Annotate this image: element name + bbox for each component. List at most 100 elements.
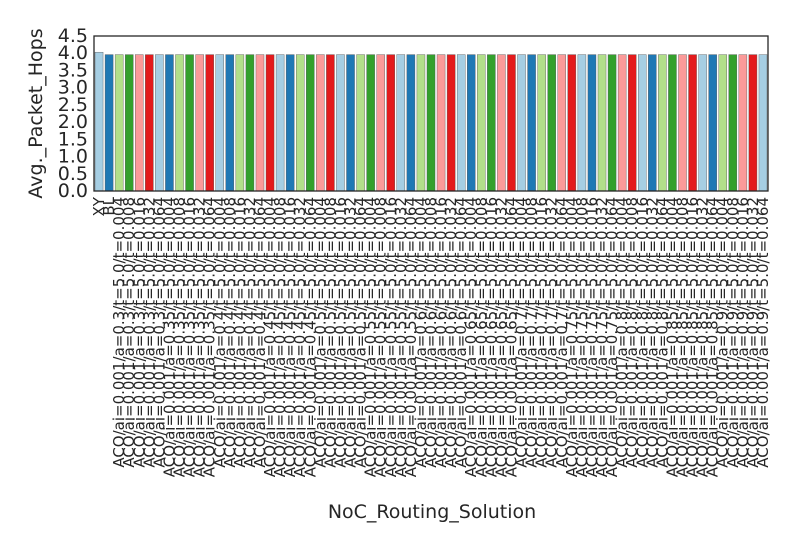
x-tick-label: ACO/ai=0.001/a=0.65/t=5.0/t=0.032 bbox=[492, 197, 510, 477]
bar bbox=[527, 54, 536, 192]
bar bbox=[346, 54, 355, 192]
x-tick-label: ACO/ai=0.001/a=0.8/t=5.0/t=0.004 bbox=[613, 197, 631, 468]
bar bbox=[557, 54, 567, 192]
x-tick-label: ACO/ai=0.001/a=0.35/t=5.0/t=0.032 bbox=[191, 197, 209, 477]
x-tick-label: ACO/ai=0.001/a=0.6/t=5.0/t=0.064 bbox=[452, 197, 470, 468]
y-axis-ticks: 0.00.51.01.52.02.53.03.54.04.5 bbox=[58, 25, 88, 202]
x-tick-label: ACO/ai=0.001/a=0.3/t=5.0/t=0.064 bbox=[150, 197, 168, 468]
bar bbox=[215, 54, 224, 192]
bar bbox=[336, 54, 345, 192]
x-tick-label: ACO/ai=0.001/a=0.7/t=5.0/t=0.032 bbox=[543, 197, 561, 468]
y-tick-label: 2.5 bbox=[58, 94, 88, 116]
bar bbox=[225, 54, 235, 192]
x-tick-label: ACO/ai=0.001/a=0.85/t=5.0/t=0.016 bbox=[684, 197, 702, 477]
bar bbox=[678, 54, 687, 192]
x-tick-label: ACO/ai=0.001/a=0.35/t=5.0/t=0.008 bbox=[171, 197, 189, 477]
x-tick-label: ACO/ai=0.001/a=0.6/t=5.0/t=0.032 bbox=[442, 197, 460, 468]
x-tick-label: ACO/ai=0.001/a=0.85/t=5.0/t=0.008 bbox=[673, 197, 691, 477]
x-tick-label: ACO/ai=0.001/a=0.7/t=5.0/t=0.008 bbox=[523, 197, 541, 468]
x-tick-label: ACO/ai=0.001/a=0.9/t=5.0/t=0.064 bbox=[754, 197, 772, 468]
bar bbox=[255, 54, 265, 192]
bar bbox=[124, 54, 134, 192]
bar bbox=[316, 54, 325, 192]
bar bbox=[477, 54, 486, 192]
x-tick-label: ACO/ai=0.001/a=0.4/t=5.0/t=0.016 bbox=[231, 197, 249, 468]
x-tick-label: ACO/ai=0.001/a=0.8/t=5.0/t=0.016 bbox=[633, 197, 651, 468]
bar bbox=[94, 51, 104, 192]
x-tick-label: ACO/ai=0.001/a=0.65/t=5.0/t=0.008 bbox=[472, 197, 490, 477]
bar bbox=[356, 54, 365, 192]
x-tick-label: ACO/ai=0.001/a=0.7/t=5.0/t=0.004 bbox=[513, 197, 531, 468]
x-tick-label: ACO/ai=0.001/a=0.3/t=5.0/t=0.016 bbox=[130, 197, 148, 468]
x-tick-label: ACO/ai=0.001/a=0.4/t=5.0/t=0.032 bbox=[241, 197, 259, 468]
bar bbox=[758, 54, 768, 192]
x-tick-label: ACO/ai=0.001/a=0.6/t=5.0/t=0.016 bbox=[432, 197, 450, 468]
x-tick-label: ACO/ai=0.001/a=0.8/t=5.0/t=0.032 bbox=[643, 197, 661, 468]
x-tick-label: ACO/ai=0.001/a=0.75/t=5.0/t=0.064 bbox=[603, 197, 621, 477]
y-tick-label: 0.5 bbox=[58, 163, 88, 185]
x-tick-label: ACO/ai=0.001/a=0.45/t=5.0/t=0.016 bbox=[281, 197, 299, 477]
x-tick-label: ACO/ai=0.001/a=0.65/t=5.0/t=0.064 bbox=[502, 197, 520, 477]
bar bbox=[165, 54, 174, 192]
x-tick-label: ACO/ai=0.001/a=0.7/t=5.0/t=0.016 bbox=[533, 197, 551, 468]
bar bbox=[587, 54, 597, 192]
bar bbox=[617, 54, 627, 192]
bar bbox=[155, 54, 164, 192]
bar bbox=[738, 54, 748, 192]
bar bbox=[718, 54, 727, 192]
bar bbox=[748, 54, 758, 192]
x-tick-label: ACO/ai=0.001/a=0.3/t=5.0/t=0.008 bbox=[120, 197, 138, 468]
x-tick-label: ACO/ai=0.001/a=0.9/t=5.0/t=0.032 bbox=[744, 197, 762, 468]
y-tick-label: 3.5 bbox=[58, 59, 88, 81]
y-tick-label: 3.0 bbox=[58, 77, 88, 99]
x-tick-label: ACO/ai=0.001/a=0.75/t=5.0/t=0.016 bbox=[583, 197, 601, 477]
bar bbox=[245, 54, 255, 192]
bar bbox=[406, 54, 416, 192]
bar bbox=[235, 54, 245, 192]
bar bbox=[135, 54, 144, 192]
x-tick-label: ACO/ai=0.001/a=0.5/t=5.0/t=0.064 bbox=[352, 197, 370, 468]
x-tick-label: ACO/ai=0.001/a=0.55/t=5.0/t=0.032 bbox=[392, 197, 410, 477]
x-tick-label: ACO/ai=0.001/a=0.35/t=5.0/t=0.016 bbox=[181, 197, 199, 477]
bar bbox=[416, 54, 426, 192]
x-tick-label: ACO/ai=0.001/a=0.85/t=5.0/t=0.032 bbox=[694, 197, 712, 477]
x-tick-label: ACO/ai=0.001/a=0.3/t=5.0/t=0.032 bbox=[140, 197, 158, 468]
bar bbox=[688, 54, 697, 192]
bar bbox=[708, 54, 717, 192]
y-tick-label: 0.0 bbox=[58, 180, 88, 202]
bar bbox=[426, 54, 436, 192]
x-tick-label: ACO/ai=0.001/a=0.75/t=5.0/t=0.004 bbox=[563, 197, 581, 477]
bar bbox=[265, 54, 275, 192]
x-tick-label: ACO/ai=0.001/a=0.75/t=5.0/t=0.032 bbox=[593, 197, 611, 477]
x-tick-label: ACO/ai=0.001/a=0.85/t=5.0/t=0.004 bbox=[663, 197, 681, 477]
bar bbox=[577, 54, 587, 192]
x-tick-label: ACO/ai=0.001/a=0.55/t=5.0/t=0.064 bbox=[402, 197, 420, 477]
bar bbox=[517, 54, 526, 192]
bar bbox=[537, 54, 546, 192]
bar bbox=[507, 54, 516, 192]
x-tick-label: XY bbox=[90, 196, 108, 216]
x-tick-label: ACO/ai=0.001/a=0.85/t=5.0/t=0.064 bbox=[704, 197, 722, 477]
bar bbox=[728, 54, 738, 192]
bar bbox=[567, 54, 577, 192]
bar bbox=[114, 54, 124, 192]
x-tick-label: ACO/ai=0.001/a=0.5/t=5.0/t=0.016 bbox=[331, 197, 349, 468]
x-tick-label: ACO/ai=0.001/a=0.7/t=5.0/t=0.064 bbox=[553, 197, 571, 468]
x-axis-title: NoC_Routing_Solution bbox=[328, 501, 536, 523]
bar bbox=[376, 54, 385, 192]
x-axis-ticks: XYBLACO/ai=0.001/a=0.3/t=5.0/t=0.004ACO/… bbox=[90, 196, 772, 477]
x-tick-label: ACO/ai=0.001/a=0.45/t=5.0/t=0.032 bbox=[291, 197, 309, 477]
bar bbox=[104, 54, 114, 192]
x-tick-label: ACO/ai=0.001/a=0.6/t=5.0/t=0.004 bbox=[412, 197, 430, 468]
x-tick-label: ACO/ai=0.001/a=0.35/t=5.0/t=0.064 bbox=[201, 197, 219, 477]
y-tick-label: 2.0 bbox=[58, 111, 88, 133]
x-tick-label: ACO/ai=0.001/a=0.45/t=5.0/t=0.008 bbox=[271, 197, 289, 477]
x-tick-label: ACO/ai=0.001/a=0.4/t=5.0/t=0.008 bbox=[221, 197, 239, 468]
bar bbox=[285, 54, 295, 192]
bar bbox=[487, 54, 496, 192]
x-tick-label: ACO/ai=0.001/a=0.55/t=5.0/t=0.004 bbox=[362, 197, 380, 477]
x-tick-label: ACO/ai=0.001/a=0.45/t=5.0/t=0.004 bbox=[261, 197, 279, 477]
y-tick-label: 1.5 bbox=[58, 128, 88, 150]
x-tick-label: ACO/ai=0.001/a=0.65/t=5.0/t=0.004 bbox=[462, 197, 480, 477]
